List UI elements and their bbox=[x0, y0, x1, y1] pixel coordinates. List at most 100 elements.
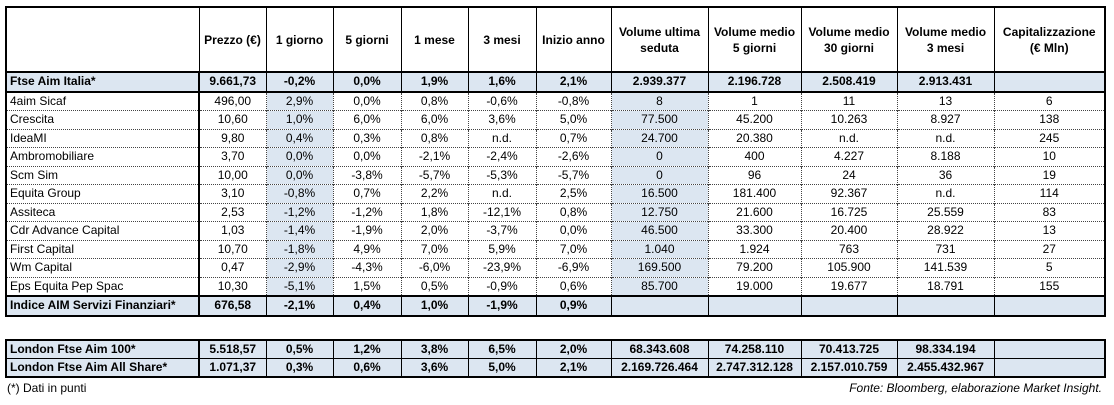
table-cell: 7,0% bbox=[535, 239, 611, 259]
table-cell: 5,0% bbox=[467, 358, 536, 377]
row-label: IdeaMI bbox=[5, 128, 200, 148]
table-cell: -23,9% bbox=[467, 258, 536, 277]
table-cell: 2,0% bbox=[400, 221, 468, 240]
table-cell: 141.539 bbox=[896, 258, 994, 277]
table-cell bbox=[993, 339, 1105, 359]
table-cell: 3,70 bbox=[198, 147, 266, 166]
table-cell: 0,4% bbox=[332, 295, 401, 317]
table-cell: 28.922 bbox=[896, 221, 994, 240]
table-cell: 5,0% bbox=[535, 110, 611, 129]
table-row: Eps Equita Pep Spac 10,30 -5,1% 1,5% 0,5% -0,… bbox=[5, 276, 1105, 296]
table-cell: 6,0% bbox=[332, 110, 401, 129]
table-cell: 2.196.728 bbox=[707, 71, 801, 93]
table-cell: 33.300 bbox=[707, 221, 801, 240]
table-cell: -0,6% bbox=[467, 91, 536, 111]
table-cell: 676,58 bbox=[198, 295, 266, 317]
table-cell: 2,2% bbox=[400, 184, 468, 203]
aim-financial-stocks-table: Prezzo (€) 1 giorno 5 giorni 1 mese 3 mesi In… bbox=[5, 6, 1106, 317]
table-cell: 8 bbox=[610, 91, 708, 111]
table-cell: 98.334.194 bbox=[896, 339, 994, 359]
table-cell bbox=[896, 295, 994, 317]
table-cell: 27 bbox=[993, 239, 1105, 259]
table-cell: 114 bbox=[993, 184, 1105, 203]
table-row: 4aim Sicaf 496,00 2,9% 0,0% 0,8% -0,6% -0,8% 8 1… bbox=[5, 91, 1105, 111]
table-cell: 0,3% bbox=[332, 128, 401, 148]
table-cell: 0 bbox=[610, 147, 708, 166]
table-cell: 2,5% bbox=[535, 184, 611, 203]
table-cell: 138 bbox=[993, 110, 1105, 129]
table-row: Cdr Advance Capital 1,03 -1,4% -1,9% 2,0% -3,… bbox=[5, 221, 1105, 240]
table-cell bbox=[993, 71, 1105, 93]
table-cell: 2.747.312.128 bbox=[707, 358, 801, 377]
table-cell: 0,0% bbox=[535, 221, 611, 240]
table-cell: -2,1% bbox=[400, 147, 468, 166]
table-cell: 3,6% bbox=[467, 110, 536, 129]
column-header: Prezzo (€) bbox=[198, 6, 267, 73]
table-cell: -4,3% bbox=[332, 258, 401, 277]
table-cell: 181.400 bbox=[707, 184, 801, 203]
column-header: Capitalizzazione (€ Mln) bbox=[993, 6, 1106, 73]
column-header: Volume ultima seduta bbox=[610, 6, 709, 73]
table-row: London Ftse Aim All Share* 1.071,37 0,3% 0,… bbox=[5, 358, 1105, 377]
table-cell: 24.700 bbox=[610, 128, 708, 148]
column-header: Volume medio 3 mesi bbox=[896, 6, 995, 73]
table-cell: 0,6% bbox=[332, 358, 401, 377]
table-cell bbox=[993, 295, 1105, 317]
table-cell: 0,5% bbox=[265, 339, 333, 359]
table-cell: 21.600 bbox=[707, 202, 801, 222]
table-cell: 6,0% bbox=[400, 110, 468, 129]
table-cell: 0,7% bbox=[535, 128, 611, 148]
table-cell: 10,30 bbox=[198, 276, 266, 296]
table-cell: 2.913.431 bbox=[896, 71, 994, 93]
table-cell: 155 bbox=[993, 276, 1105, 296]
table-cell: -1,8% bbox=[265, 239, 333, 259]
table-cell: n.d. bbox=[467, 184, 536, 203]
table-cell: 19.677 bbox=[800, 276, 897, 296]
table-cell: 3,6% bbox=[400, 358, 468, 377]
table-cell: 11 bbox=[800, 91, 897, 111]
table-cell: 0,4% bbox=[265, 128, 333, 148]
table-row: Ambromobiliare 3,70 0,0% 0,0% -2,1% -2,4% -2,6… bbox=[5, 147, 1105, 166]
table-cell: 169.500 bbox=[610, 258, 708, 277]
table-cell: -5,3% bbox=[467, 165, 536, 185]
table-row: First Capital 10,70 -1,8% 4,9% 7,0% 5,9% 7,0% 1… bbox=[5, 239, 1105, 259]
table-cell: 13 bbox=[896, 91, 994, 111]
table-cell: 2,53 bbox=[198, 202, 266, 222]
table-cell: 20.380 bbox=[707, 128, 801, 148]
table-cell: 6,5% bbox=[467, 339, 536, 359]
header-row: Prezzo (€) 1 giorno 5 giorni 1 mese 3 mesi In… bbox=[5, 6, 1106, 73]
table-cell bbox=[707, 295, 801, 317]
table-cell: 12.750 bbox=[610, 202, 708, 222]
table-cell: 0,7% bbox=[332, 184, 401, 203]
table-row: Ftse Aim Italia* 9.661,73 -0,2% 0,0% 1,9% 1,6… bbox=[5, 71, 1105, 93]
table-cell: 79.200 bbox=[707, 258, 801, 277]
row-label: Equita Group bbox=[5, 184, 200, 203]
table-cell: 20.400 bbox=[800, 221, 897, 240]
table-cell: -1,9% bbox=[467, 295, 536, 317]
table-cell: 5 bbox=[993, 258, 1105, 277]
table-cell: -0,8% bbox=[535, 91, 611, 111]
table-cell: 1,5% bbox=[332, 276, 401, 296]
table-cell: 36 bbox=[896, 165, 994, 185]
table-cell: 2,1% bbox=[535, 71, 611, 93]
column-header bbox=[5, 6, 200, 73]
table-cell: 0,8% bbox=[535, 202, 611, 222]
table-cell: n.d. bbox=[800, 128, 897, 148]
table-cell: 5,9% bbox=[467, 239, 536, 259]
table-cell: 83 bbox=[993, 202, 1105, 222]
column-header: 1 mese bbox=[400, 6, 469, 73]
table-cell: 0,0% bbox=[332, 91, 401, 111]
table-row: Scm Sim 10,00 0,0% -3,8% -5,7% -5,3% -5,7% 0 96 2… bbox=[5, 165, 1105, 185]
table-cell: 10,60 bbox=[198, 110, 266, 129]
table-row: London Ftse Aim 100* 5.518,57 0,5% 1,2% 3,8%… bbox=[5, 339, 1105, 359]
table-cell: 2.508.419 bbox=[800, 71, 897, 93]
table-cell: 0,5% bbox=[400, 276, 468, 296]
table-cell: 13 bbox=[993, 221, 1105, 240]
table-row: Assiteca 2,53 -1,2% -1,2% 1,8% -12,1% 0,8% 12.7… bbox=[5, 202, 1105, 222]
table-cell: 18.791 bbox=[896, 276, 994, 296]
table-cell: 1,0% bbox=[400, 295, 468, 317]
table-cell: 10.263 bbox=[800, 110, 897, 129]
table-cell: 731 bbox=[896, 239, 994, 259]
table-cell: 105.900 bbox=[800, 258, 897, 277]
table-cell: 0,6% bbox=[535, 276, 611, 296]
